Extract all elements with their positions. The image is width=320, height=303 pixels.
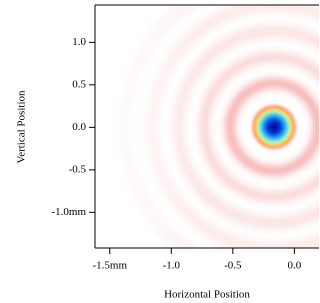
- y-tick-label: 0.5: [72, 78, 86, 90]
- y-tick-label: 1.0: [72, 36, 86, 48]
- y-tick-label: -0.5: [69, 163, 87, 175]
- diffraction-pattern: [95, 0, 319, 277]
- x-tick-label: -0.5: [224, 260, 242, 272]
- x-axis-label: Horizontal Position: [164, 289, 250, 301]
- body: {"chart_data": {"type": "image", "xlabel…: [0, 0, 320, 303]
- y-tick-label: 0.0: [72, 121, 86, 133]
- page: body { margin: 0; background: #fff; font…: [0, 0, 320, 303]
- x-tick-label: 0.0: [288, 260, 302, 272]
- x-tick-label: -1.5mm: [93, 260, 128, 272]
- y-axis-label: Vertical Position: [16, 90, 28, 164]
- chart: Vertical Position Horizontal Position 1.…: [0, 0, 319, 303]
- y-tick-label: -1.0mm: [51, 206, 86, 218]
- x-tick-label: -1.0: [163, 260, 181, 272]
